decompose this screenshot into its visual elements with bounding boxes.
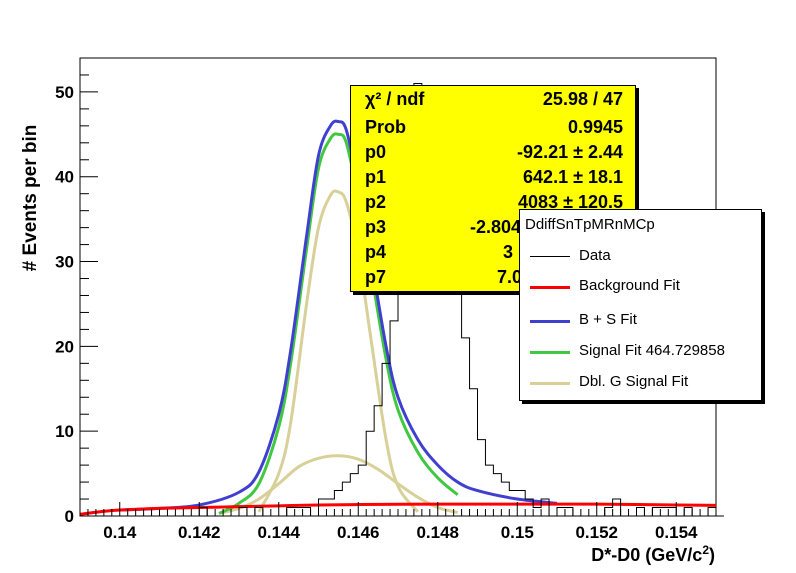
y-tick-label: 0 <box>65 507 74 526</box>
stats-value: -92.21 ± 2.44 <box>517 142 623 162</box>
y-axis-label: # Events per bin <box>20 125 41 272</box>
bs-fit-curve <box>119 119 558 512</box>
legend-swatch <box>530 351 570 354</box>
x-tick-label: 0.142 <box>178 523 221 542</box>
stats-label: p2 <box>365 192 387 212</box>
x-axis-label-main: D*-D0 (GeV/c <box>591 545 702 565</box>
legend-entry-data: Data <box>520 243 761 273</box>
stats-label: p4 <box>365 242 387 262</box>
x-axis: 0.14 0.142 0.144 0.146 0.148 0.15 0.152 0.154 <box>79 502 717 542</box>
legend-label: Dbl. G Signal Fit <box>579 373 689 390</box>
x-axis-label-end: ) <box>709 545 715 565</box>
legend: DdiffSnTpMRnMCp Data Background Fit B + … <box>519 209 762 401</box>
stats-row: p0 -92.21 ± 2.44 <box>365 142 623 168</box>
legend-entry-dbl-g-signal-fit: Dbl. G Signal Fit <box>520 369 761 399</box>
stats-value: 4083 ± 120.5 <box>518 192 623 212</box>
stats-value: 3 <box>503 242 514 262</box>
stats-value: 642.1 ± 18.1 <box>523 167 623 187</box>
stats-label: p0 <box>365 142 387 162</box>
y-tick-label: 30 <box>55 253 74 272</box>
legend-swatch <box>530 382 570 385</box>
curves-layer <box>79 119 717 516</box>
x-tick-label: 0.144 <box>257 523 300 542</box>
stats-row: p7 7.0 <box>365 267 623 291</box>
stats-value: 7.0 <box>497 267 523 287</box>
stats-row: χ² / ndf 25.98 / 47 <box>365 89 623 115</box>
legend-swatch <box>530 286 570 289</box>
legend-entry-background-fit: Background Fit <box>520 273 761 303</box>
stats-value: 25.98 / 47 <box>542 89 623 109</box>
dbl-g-signal-fit-curve-narrow <box>257 189 420 513</box>
dbl-g-signal-fit-curve-wide <box>218 454 458 515</box>
legend-label: Background Fit <box>579 277 680 294</box>
stats-label: p1 <box>365 167 387 187</box>
stats-value: 0.9945 <box>567 117 623 137</box>
legend-entry-bs-fit: B + S Fit <box>520 307 761 337</box>
stats-row: Prob 0.9945 <box>365 117 623 143</box>
legend-label: Data <box>579 247 611 264</box>
background-fit-curve <box>79 502 717 516</box>
y-tick-label: 50 <box>55 83 74 102</box>
stats-label: p7 <box>365 267 387 287</box>
stats-row: p3 -2.804 <box>365 217 623 243</box>
x-tick-label: 0.154 <box>655 523 698 542</box>
x-tick-label: 0.146 <box>337 523 380 542</box>
legend-label: B + S Fit <box>579 311 637 328</box>
x-axis-label: D*-D0 (GeV/c2) <box>591 543 715 565</box>
legend-swatch <box>530 320 570 323</box>
stats-row: p4 3 <box>365 242 623 268</box>
stats-label: p3 <box>365 217 387 237</box>
stats-value: -2.804 <box>470 217 522 237</box>
stats-row: p1 642.1 ± 18.1 <box>365 167 623 193</box>
y-tick-label: 10 <box>55 422 74 441</box>
y-tick-label: 40 <box>55 168 74 187</box>
legend-entry-signal-fit: Signal Fit 464.729858 <box>520 338 761 368</box>
x-tick-label: 0.148 <box>416 523 459 542</box>
signal-fit-curve <box>218 132 459 515</box>
stats-label: χ² / ndf <box>365 89 425 109</box>
stats-label: Prob <box>365 117 407 137</box>
y-axis: 0 10 20 30 40 50 <box>55 57 98 526</box>
legend-label: Signal Fit 464.729858 <box>579 342 725 359</box>
stats-row: p2 4083 ± 120.5 <box>365 192 623 218</box>
x-axis-label-sup: 2 <box>702 543 709 557</box>
y-tick-label: 20 <box>55 337 74 356</box>
x-tick-label: 0.152 <box>575 523 618 542</box>
x-tick-label: 0.14 <box>103 523 137 542</box>
legend-header: DdiffSnTpMRnMCp <box>525 216 655 233</box>
legend-swatch <box>530 256 570 257</box>
x-tick-label: 0.15 <box>501 523 534 542</box>
